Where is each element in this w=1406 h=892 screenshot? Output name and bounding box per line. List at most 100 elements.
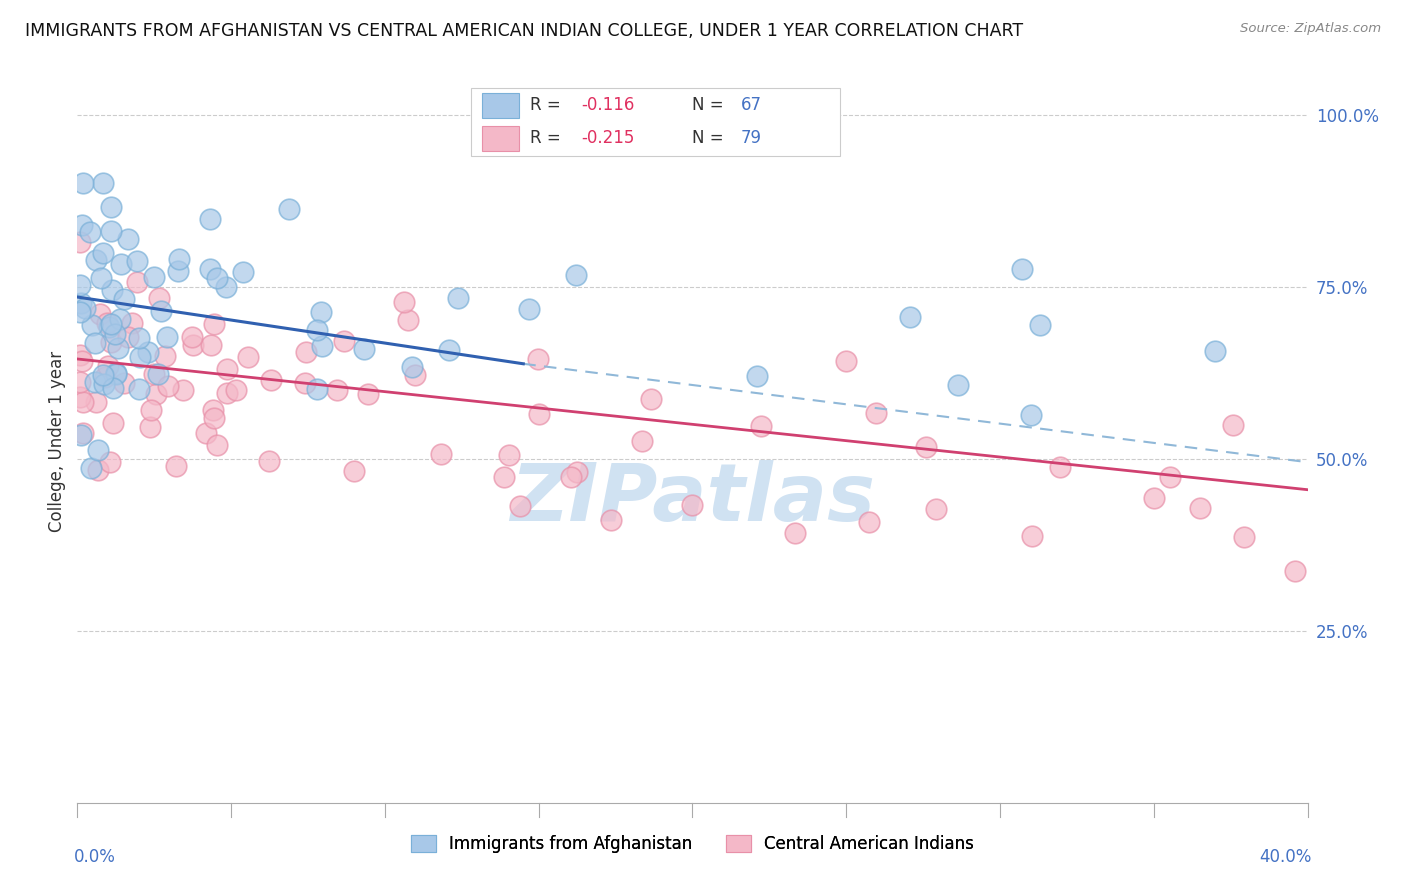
Point — [1011, 262, 1033, 277]
Point — [87, 463, 110, 477]
Point — [353, 343, 375, 357]
Point — [401, 360, 423, 375]
Point — [93, 370, 115, 384]
Point — [69, 235, 91, 250]
Point — [1233, 530, 1256, 544]
Point — [72, 426, 94, 441]
Point — [112, 376, 135, 391]
Point — [91, 368, 114, 382]
Point — [69, 277, 91, 292]
Point — [117, 232, 139, 246]
Point — [181, 338, 204, 352]
Point — [1021, 529, 1043, 543]
Point — [101, 283, 124, 297]
Point — [83, 375, 105, 389]
Text: ZIPatlas: ZIPatlas — [510, 460, 875, 539]
Point — [1284, 564, 1306, 578]
Point — [167, 264, 190, 278]
Point — [236, 350, 259, 364]
Point — [1222, 417, 1244, 432]
Point — [437, 343, 460, 357]
Point — [447, 291, 470, 305]
Point — [749, 419, 772, 434]
Point — [156, 379, 179, 393]
Point — [69, 305, 91, 319]
Point — [150, 304, 173, 318]
Point — [565, 268, 588, 282]
Text: IMMIGRANTS FROM AFGHANISTAN VS CENTRAL AMERICAN INDIAN COLLEGE, UNDER 1 YEAR COR: IMMIGRANTS FROM AFGHANISTAN VS CENTRAL A… — [25, 22, 1024, 40]
Point — [946, 377, 969, 392]
Text: 40.0%: 40.0% — [1258, 847, 1312, 865]
Point — [127, 275, 149, 289]
Point — [509, 499, 531, 513]
Point — [1204, 343, 1226, 358]
Point — [100, 224, 122, 238]
Point — [204, 317, 226, 331]
Legend: Immigrants from Afghanistan, Central American Indians: Immigrants from Afghanistan, Central Ame… — [405, 828, 980, 860]
Point — [396, 313, 419, 327]
Point — [599, 513, 621, 527]
Point — [214, 280, 236, 294]
Point — [517, 301, 540, 316]
Point — [215, 386, 238, 401]
Point — [72, 394, 94, 409]
Point — [121, 316, 143, 330]
Point — [129, 350, 152, 364]
Point — [311, 339, 333, 353]
Point — [70, 218, 93, 232]
Point — [167, 252, 190, 267]
Point — [333, 334, 356, 348]
Point — [69, 348, 91, 362]
Point — [112, 292, 135, 306]
Text: 0.0%: 0.0% — [73, 847, 115, 865]
Point — [225, 383, 247, 397]
Point — [277, 202, 299, 216]
Point — [80, 318, 103, 332]
Point — [143, 269, 166, 284]
Point — [785, 526, 807, 541]
Point — [100, 335, 122, 350]
Point — [117, 329, 139, 343]
Point — [392, 295, 415, 310]
Point — [156, 330, 179, 344]
Point — [357, 387, 380, 401]
Point — [138, 419, 160, 434]
Point — [100, 317, 122, 331]
Point — [142, 368, 165, 382]
Point — [138, 344, 160, 359]
Point — [128, 382, 150, 396]
Point — [84, 252, 107, 267]
Point — [630, 434, 652, 448]
Point — [492, 470, 515, 484]
Point — [307, 323, 329, 337]
Point — [747, 369, 769, 384]
Point — [87, 442, 110, 457]
Point — [527, 352, 550, 367]
Point — [70, 354, 93, 368]
Point — [93, 376, 115, 391]
Point — [91, 176, 114, 190]
Point — [309, 305, 332, 319]
Point — [98, 319, 121, 334]
Point — [217, 361, 239, 376]
Point — [232, 265, 254, 279]
Point — [404, 368, 426, 382]
Point — [139, 403, 162, 417]
Point — [200, 338, 222, 352]
Point — [70, 428, 93, 442]
Point — [79, 225, 101, 239]
Point — [1159, 470, 1181, 484]
Point — [172, 383, 194, 397]
Point — [925, 502, 948, 516]
Point — [84, 395, 107, 409]
Point — [1143, 491, 1166, 505]
Point — [104, 366, 127, 380]
Point — [89, 307, 111, 321]
Point — [125, 253, 148, 268]
Point — [260, 373, 283, 387]
Point — [202, 403, 225, 417]
Point — [69, 375, 91, 389]
Point — [128, 331, 150, 345]
Point — [148, 291, 170, 305]
Y-axis label: College, Under 1 year: College, Under 1 year — [48, 351, 66, 533]
